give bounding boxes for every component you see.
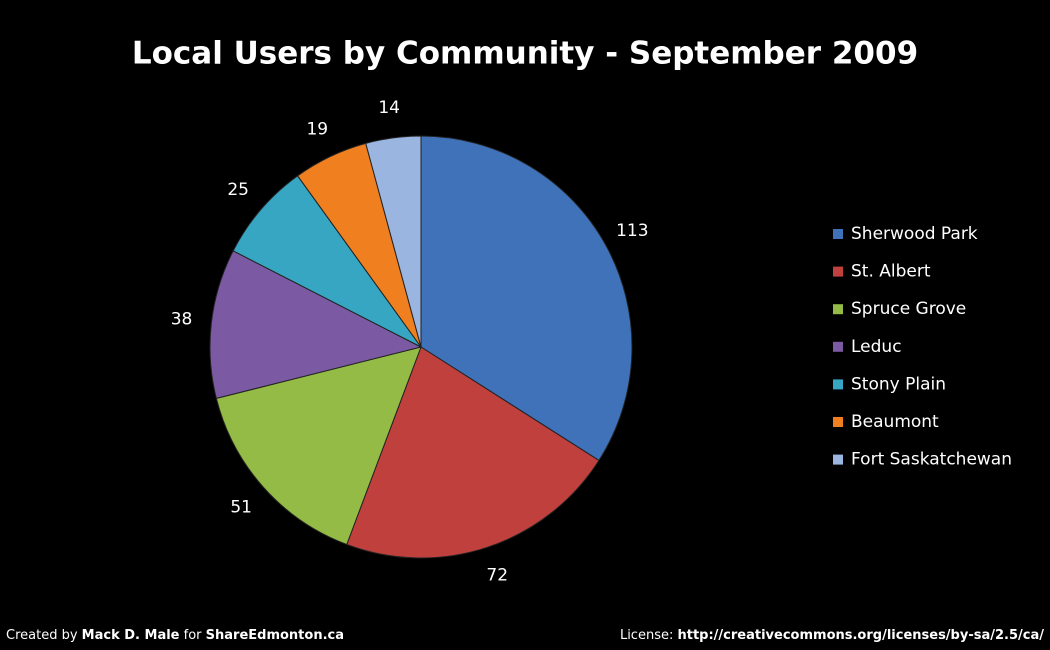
legend-label: Sherwood Park <box>851 224 978 244</box>
pie-slice <box>209 250 423 399</box>
legend-label: Stony Plain <box>851 374 946 394</box>
legend-swatch <box>833 454 843 465</box>
legend-swatch <box>833 417 843 427</box>
footer-left: Created by Mack D. Male for ShareEdmonto… <box>6 628 344 643</box>
legend-label: Fort Saskatchewan <box>851 450 1012 470</box>
legend-label: Leduc <box>851 337 902 357</box>
legend-label: Beaumont <box>851 412 939 432</box>
legend-swatch <box>833 304 843 315</box>
data-label: 25 <box>227 180 249 200</box>
pie-slice <box>420 135 633 462</box>
data-label: 38 <box>171 310 193 330</box>
footer-text: Created by <box>6 628 82 643</box>
data-label: 72 <box>486 566 508 586</box>
pie-slice <box>365 135 422 348</box>
data-label: 19 <box>306 119 328 139</box>
legend-label: Spruce Grove <box>851 299 966 319</box>
footer-text: for <box>179 628 206 643</box>
footer-right: License: http://creativecommons.org/lice… <box>620 628 1044 643</box>
data-label: 113 <box>616 221 648 241</box>
footer-license: http://creativecommons.org/licenses/by-s… <box>677 628 1044 643</box>
legend-swatch <box>833 379 843 390</box>
footer-site: ShareEdmonton.ca <box>205 628 344 643</box>
legend-swatch <box>833 266 843 277</box>
data-label: 14 <box>378 98 400 118</box>
pie-slice <box>232 175 422 348</box>
legend-swatch <box>833 229 843 239</box>
pie-slice <box>215 346 422 546</box>
legend-label: St. Albert <box>851 262 931 282</box>
data-label: 51 <box>230 497 252 517</box>
footer-author: Mack D. Male <box>81 628 180 643</box>
legend-swatch <box>833 341 843 352</box>
pie-slice <box>346 346 600 559</box>
footer-text: License: <box>619 628 678 643</box>
chart-title: Local Users by Community - September 200… <box>132 36 918 72</box>
